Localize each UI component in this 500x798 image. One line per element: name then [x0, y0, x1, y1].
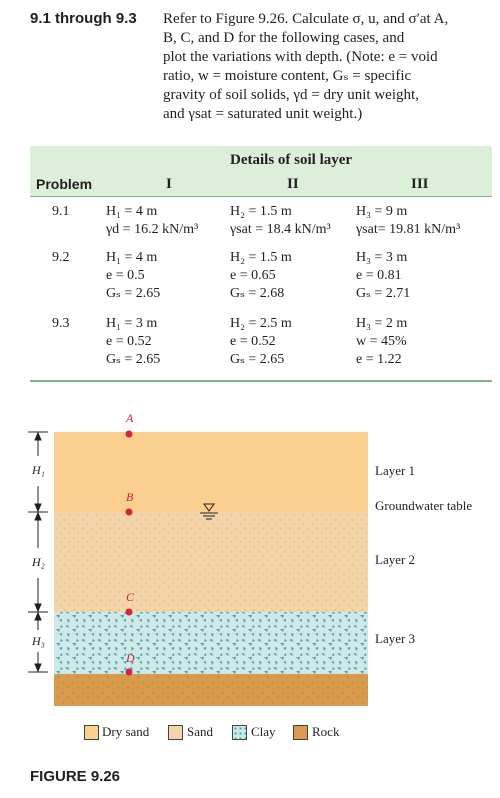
problem-line: ratio, w = moisture content, Gₛ = specif…: [163, 68, 412, 84]
problem-line: gravity of soil solids, γd = dry unit we…: [163, 87, 419, 103]
table-cell: γsat= 19.81 kN/m³: [356, 222, 461, 237]
table-cell: e = 0.81: [356, 268, 402, 283]
group-header: Details of soil layer: [230, 152, 353, 168]
problem-statement: Refer to Figure 9.26. Calculate σ, u, an…: [163, 10, 488, 124]
row-problem-number: 9.1: [52, 204, 70, 219]
point-b-marker: [125, 508, 133, 516]
dim-h1-label: H₁: [32, 463, 45, 477]
soil-profile-figure: [28, 430, 368, 706]
point-c-label: C: [126, 590, 135, 604]
legend-swatch-sand: [168, 725, 183, 740]
legend-swatch-clay: [232, 725, 247, 740]
layer-3-label: Layer 3: [375, 631, 416, 646]
table-cell: H₃ = 2 m: [356, 316, 408, 331]
table-cell: H₁ = 3 m: [106, 316, 158, 331]
problem-line: plot the variations with depth. (Note: e…: [163, 49, 438, 65]
problem-line: Refer to Figure 9.26. Calculate σ, u, an…: [163, 11, 449, 27]
table-cell: H₃ = 9 m: [356, 204, 408, 219]
point-a-label: A: [126, 411, 134, 425]
layer-3-clay: [54, 612, 368, 674]
table-cell: γd = 16.2 kN/m³: [106, 222, 199, 237]
table-cell: H₂ = 2.5 m: [230, 316, 292, 331]
groundwater-table-label: Groundwater table: [375, 498, 473, 513]
point-b-label: B: [126, 490, 134, 504]
table-cell: Gₛ = 2.65: [230, 352, 285, 367]
layer-2-sand: [54, 512, 368, 612]
table-cell: H₃ = 3 m: [356, 250, 408, 265]
dim-h2-label: H₂: [32, 555, 45, 569]
col-header-ii: II: [287, 176, 299, 192]
table-cell: e = 0.52: [230, 334, 276, 349]
problem-line: B, C, and D for the following cases, and: [163, 30, 405, 46]
table-cell: H₂ = 1.5 m: [230, 250, 292, 265]
table-cell: H₁ = 4 m: [106, 250, 158, 265]
rock-base: [54, 674, 368, 706]
legend-dry-sand: Dry sand: [102, 724, 150, 739]
legend-swatch-dry-sand: [84, 725, 99, 740]
table-cell: Gₛ = 2.68: [230, 286, 285, 301]
problem-line: and γsat = saturated unit weight.): [163, 106, 363, 122]
table-cell: w = 45%: [356, 334, 407, 349]
dim-h3-label: H₃: [32, 634, 45, 648]
legend-rock: Rock: [312, 724, 340, 739]
point-d-label: D: [126, 651, 135, 665]
table-cell: Gₛ = 2.65: [106, 286, 161, 301]
row-problem-number: 9.3: [52, 316, 70, 331]
soil-layer-table: Details of soil layer Problem I II III 9…: [30, 146, 492, 382]
table-cell: e = 0.5: [106, 268, 145, 283]
legend-swatch-rock: [293, 725, 308, 740]
table-cell: e = 0.65: [230, 268, 276, 283]
point-c-marker: [125, 608, 133, 616]
col-header-i: I: [166, 176, 172, 192]
problem-number: 9.1 through 9.3: [30, 10, 137, 27]
table-cell: e = 0.52: [106, 334, 152, 349]
point-a-marker: [125, 430, 133, 438]
dimension-lines: [28, 431, 48, 673]
legend-sand: Sand: [187, 724, 213, 739]
col-header-iii: III: [411, 176, 429, 192]
table-bottom-rule: [30, 380, 492, 382]
point-d-marker: [125, 668, 133, 676]
table-header-band: [30, 146, 492, 196]
legend-clay: Clay: [251, 724, 276, 739]
groundwater-table-icon: [200, 503, 218, 520]
table-cell: e = 1.22: [356, 352, 402, 367]
col-header-problem: Problem: [36, 176, 93, 192]
layer-1-label: Layer 1: [375, 463, 416, 478]
figure-caption: FIGURE 9.26: [30, 768, 121, 785]
layer-1-dry-sand: [54, 432, 368, 512]
table-header-rule: [30, 196, 492, 197]
table-cell: H₁ = 4 m: [106, 204, 158, 219]
table-cell: H₂ = 1.5 m: [230, 204, 292, 219]
table-cell: γsat = 18.4 kN/m³: [230, 222, 331, 237]
table-cell: Gₛ = 2.71: [356, 286, 411, 301]
layer-2-label: Layer 2: [375, 552, 416, 567]
row-problem-number: 9.2: [52, 250, 70, 265]
table-cell: Gₛ = 2.65: [106, 352, 161, 367]
